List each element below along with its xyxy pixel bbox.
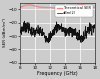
- dBm(2): [48, 42, 49, 43]
- Theoretical SER: [63, 10, 64, 11]
- Line: dBm(2): dBm(2): [20, 21, 95, 43]
- Y-axis label: SER (dBm/m²): SER (dBm/m²): [3, 18, 7, 47]
- Theoretical SER: [29, 4, 30, 5]
- Line: Theoretical SER: Theoretical SER: [20, 5, 95, 10]
- dBm(2): [24, 21, 25, 22]
- Theoretical SER: [44, 7, 45, 8]
- Theoretical SER: [74, 6, 75, 7]
- dBm(2): [74, 30, 75, 31]
- Theoretical SER: [67, 9, 68, 10]
- X-axis label: Frequency (GHz): Frequency (GHz): [37, 71, 78, 76]
- dBm(2): [44, 36, 45, 37]
- Theoretical SER: [28, 4, 29, 5]
- Theoretical SER: [49, 7, 50, 8]
- Theoretical SER: [20, 7, 21, 8]
- dBm(2): [29, 30, 30, 31]
- Theoretical SER: [74, 6, 75, 7]
- dBm(2): [20, 27, 21, 28]
- dBm(2): [67, 30, 68, 31]
- Theoretical SER: [94, 7, 95, 8]
- Legend: Theoretical SER, dBm(2): Theoretical SER, dBm(2): [55, 5, 93, 17]
- dBm(2): [49, 39, 51, 40]
- dBm(2): [74, 29, 75, 30]
